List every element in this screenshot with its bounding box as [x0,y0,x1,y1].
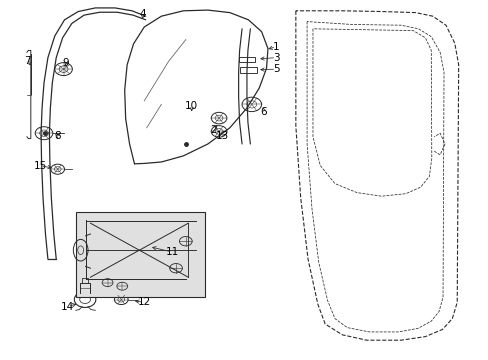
Text: 8: 8 [54,131,61,141]
Text: 13: 13 [215,131,228,141]
Bar [76,212,205,297]
Text: 12: 12 [137,297,151,307]
Text: 7: 7 [24,56,31,66]
Text: 15: 15 [33,161,47,171]
Text: 11: 11 [165,247,179,257]
Bar [239,67,257,73]
Text: 2: 2 [210,125,217,135]
Bar [239,57,254,62]
Text: 5: 5 [272,64,279,74]
Text: 3: 3 [272,53,279,63]
Text: 1: 1 [272,42,279,52]
Text: 4: 4 [139,9,146,19]
Text: 9: 9 [62,58,69,68]
Text: 10: 10 [185,101,198,111]
Text: 6: 6 [260,107,267,117]
Text: 14: 14 [61,302,74,312]
